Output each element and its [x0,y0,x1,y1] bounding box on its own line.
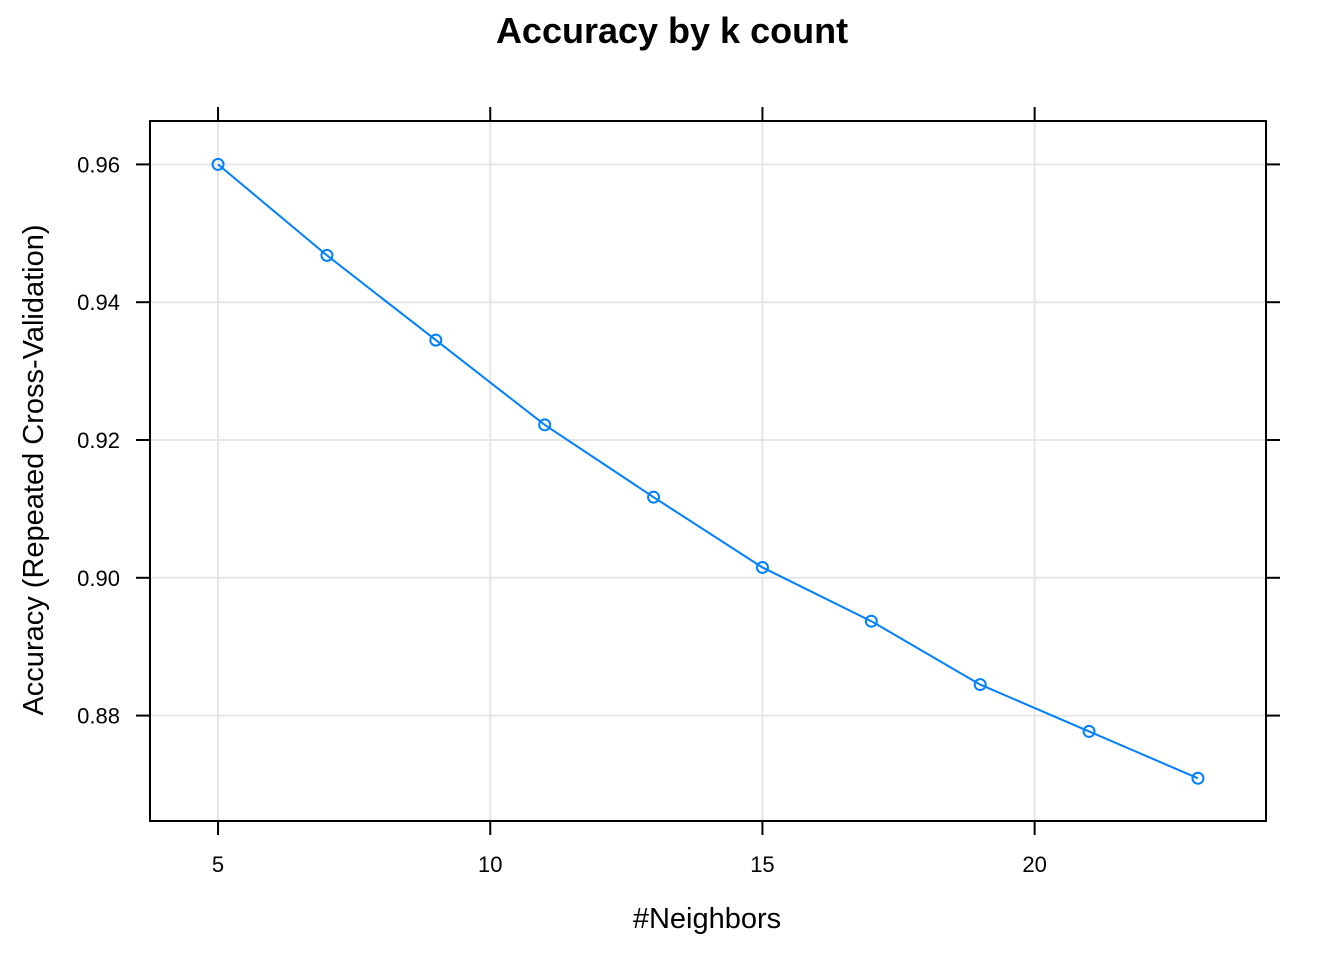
axis-ticks: 5 10 15 20 0.88 0.90 0.92 0.94 0.96 [77,107,1280,877]
x-tick-label: 20 [1022,852,1046,877]
data-point [538,418,552,432]
plot-frame [149,120,1267,822]
x-axis-label: #Neighbors [633,903,781,935]
data-point [864,614,878,628]
x-tick-label: 5 [212,852,224,877]
chart-title: Accuracy by k count [496,10,848,51]
y-tick-label: 0.96 [77,152,120,177]
data-point [1191,771,1205,785]
data-point [973,678,987,692]
data-point [320,248,334,262]
grid-lines [150,121,1266,821]
series-line [217,163,1199,780]
data-point [1082,724,1096,738]
y-axis-label: Accuracy (Repeated Cross-Validation) [18,224,50,715]
y-tick-label: 0.94 [77,290,120,315]
x-tick-label: 15 [750,852,774,877]
x-tick-label: 10 [478,852,502,877]
data-point [211,157,225,171]
series-layer [211,157,1205,785]
data-point [429,333,443,347]
y-tick-label: 0.88 [77,704,120,729]
data-point [647,490,661,504]
y-tick-label: 0.92 [77,428,120,453]
y-tick-label: 0.90 [77,566,120,591]
data-point [755,560,769,574]
